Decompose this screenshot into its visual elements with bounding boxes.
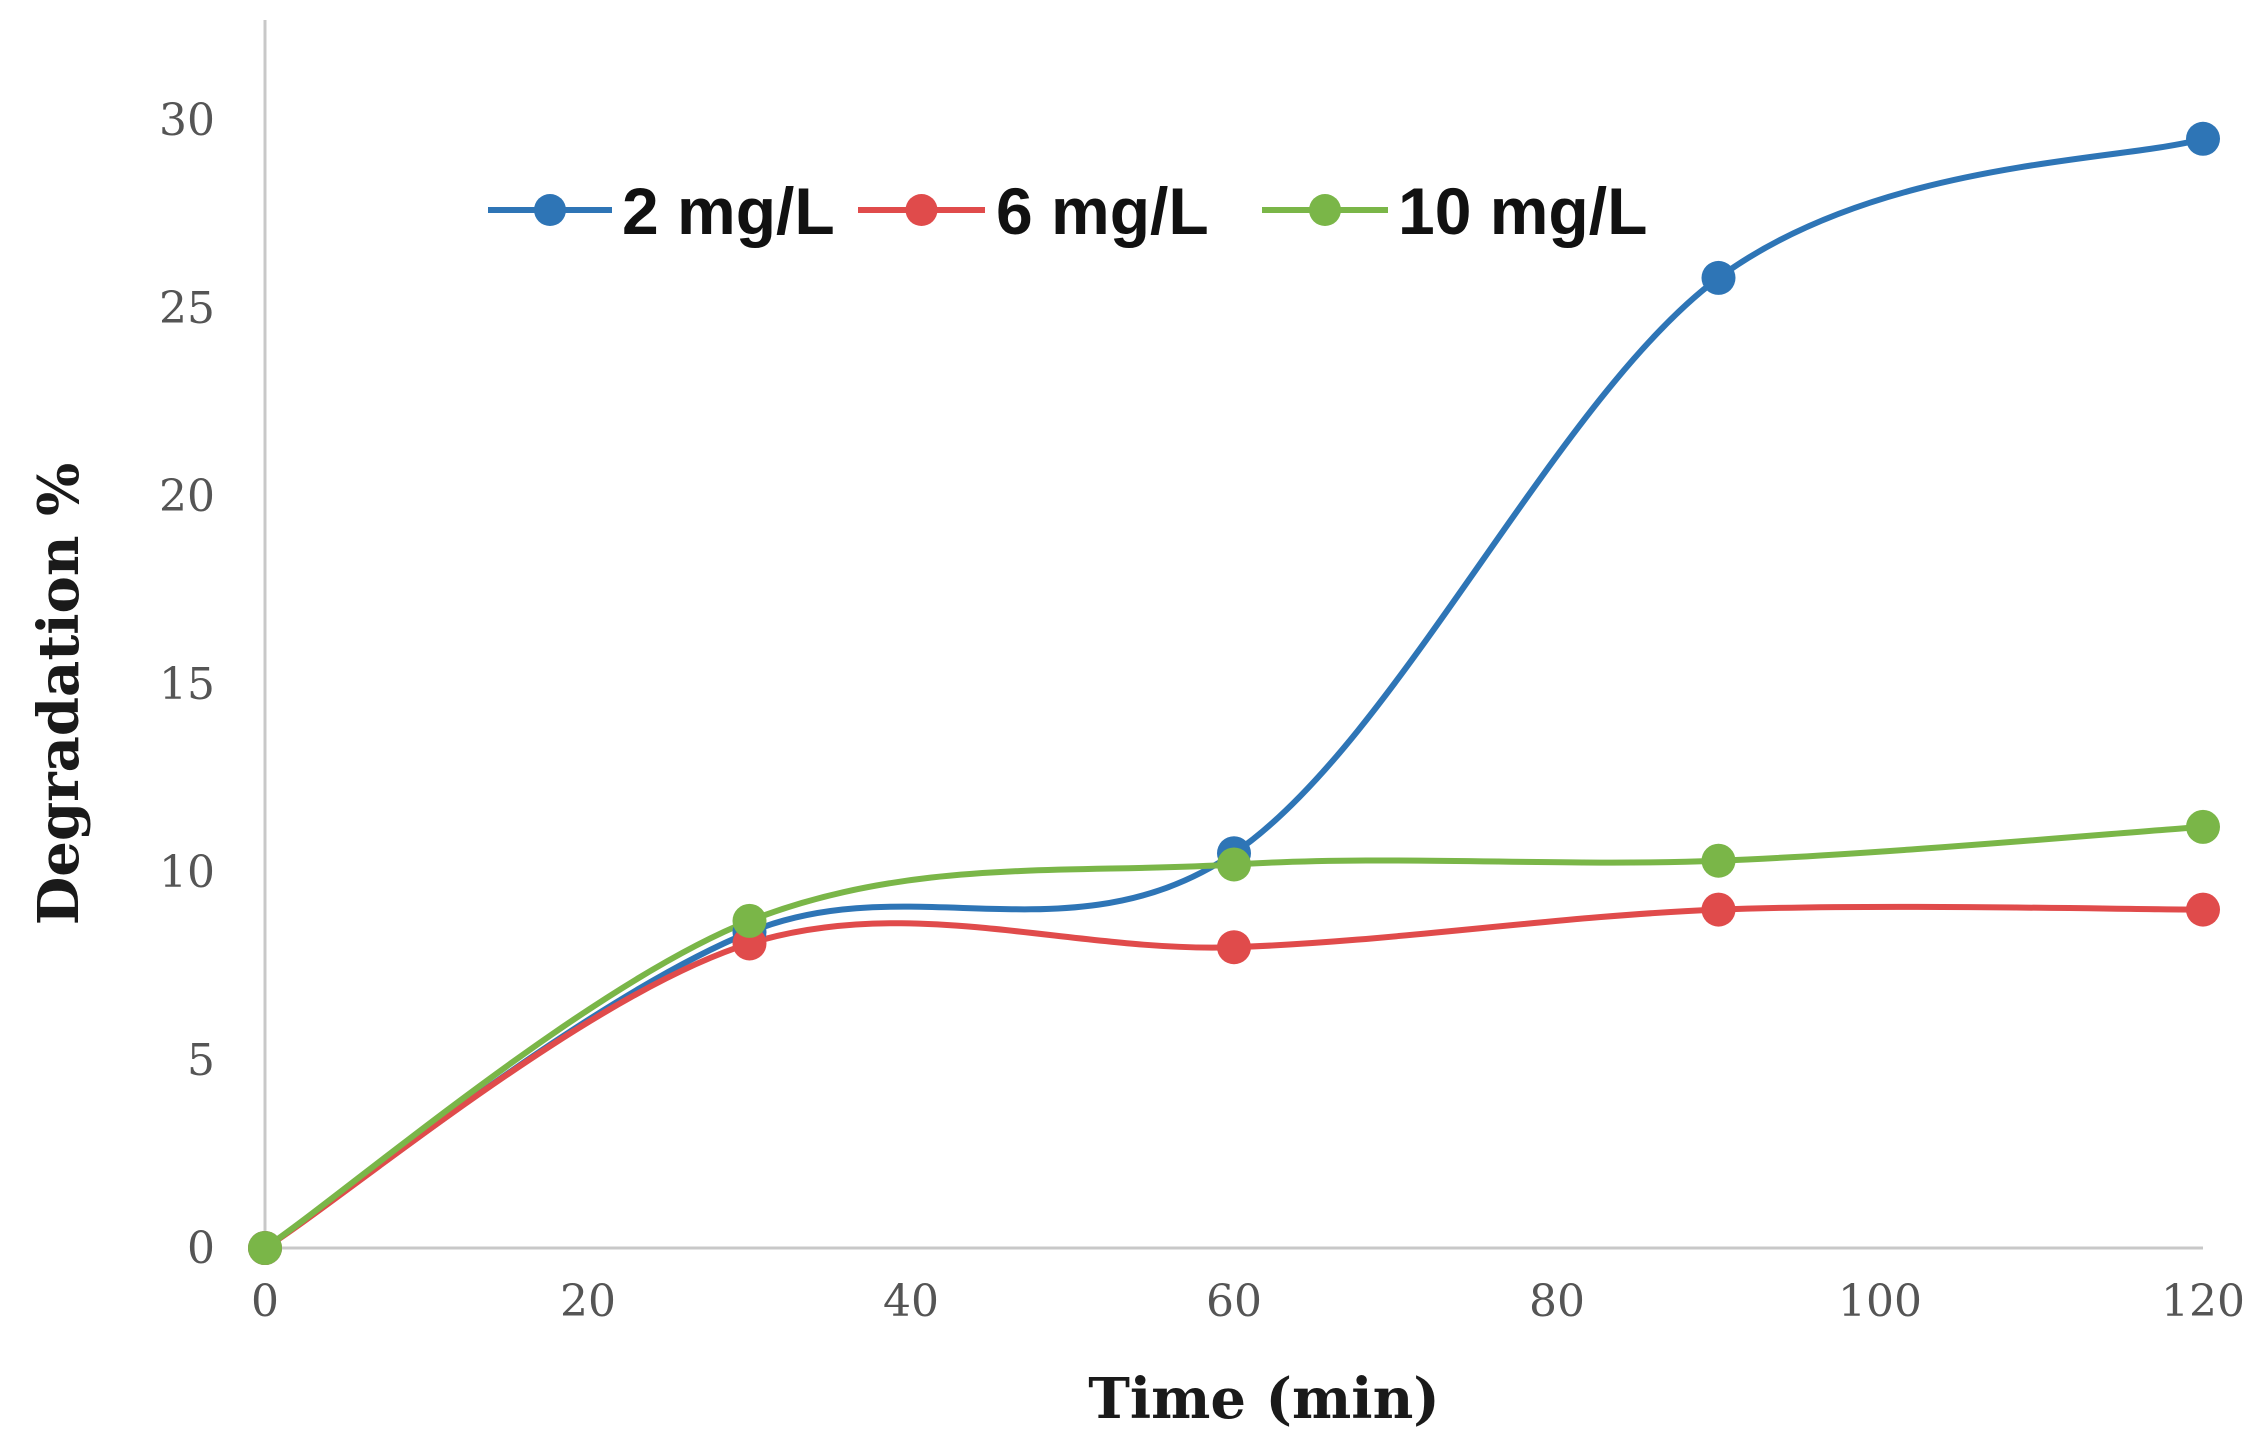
legend: 2 mg/L 6 mg/L 10 mg/L	[488, 174, 1647, 248]
x-tick-label: 0	[251, 1276, 279, 1327]
data-point	[248, 1231, 282, 1265]
data-point	[2186, 809, 2220, 844]
x-tick-label: 120	[2161, 1276, 2245, 1327]
y-axis-title: Degradation %	[26, 463, 92, 926]
x-axis-title: Time (min)	[1088, 1366, 1440, 1432]
series-line-1	[262, 135, 2206, 1251]
legend-marker	[534, 194, 566, 226]
y-tick-label: 5	[187, 1035, 215, 1086]
x-tick-label: 100	[1838, 1276, 1922, 1327]
x-tick-label: 80	[1529, 1276, 1585, 1327]
legend-label: 6 mg/L	[996, 174, 1209, 248]
y-tick-label: 20	[159, 471, 215, 522]
data-point	[1701, 892, 1736, 927]
axes-group	[263, 20, 2203, 1250]
y-tick-label: 25	[159, 283, 215, 334]
data-point	[732, 903, 767, 938]
x-tick-label: 20	[560, 1276, 616, 1327]
legend-label: 10 mg/L	[1398, 174, 1647, 248]
series-points	[248, 121, 2220, 1265]
data-point	[2186, 892, 2220, 927]
x-tick-label: 60	[1206, 1276, 1262, 1327]
x-tick-label: 40	[883, 1276, 939, 1327]
data-point	[1701, 843, 1736, 878]
y-tick-label: 0	[187, 1223, 215, 1274]
y-tick-label: 10	[159, 847, 215, 898]
y-tick-labels: 0 5 10 15 20 25 30	[159, 95, 215, 1274]
y-tick-label: 15	[159, 659, 215, 710]
x-tick-labels: 0 20 40 60 80 100 120	[251, 1276, 2245, 1327]
legend-marker	[1309, 194, 1341, 226]
data-point	[1217, 847, 1251, 882]
data-point	[1217, 930, 1251, 965]
legend-marker	[905, 194, 938, 226]
data-point	[2186, 121, 2220, 156]
y-tick-label: 30	[159, 95, 215, 146]
legend-label: 2 mg/L	[622, 174, 835, 248]
data-point	[1701, 260, 1736, 295]
series-lines	[262, 135, 2206, 1251]
